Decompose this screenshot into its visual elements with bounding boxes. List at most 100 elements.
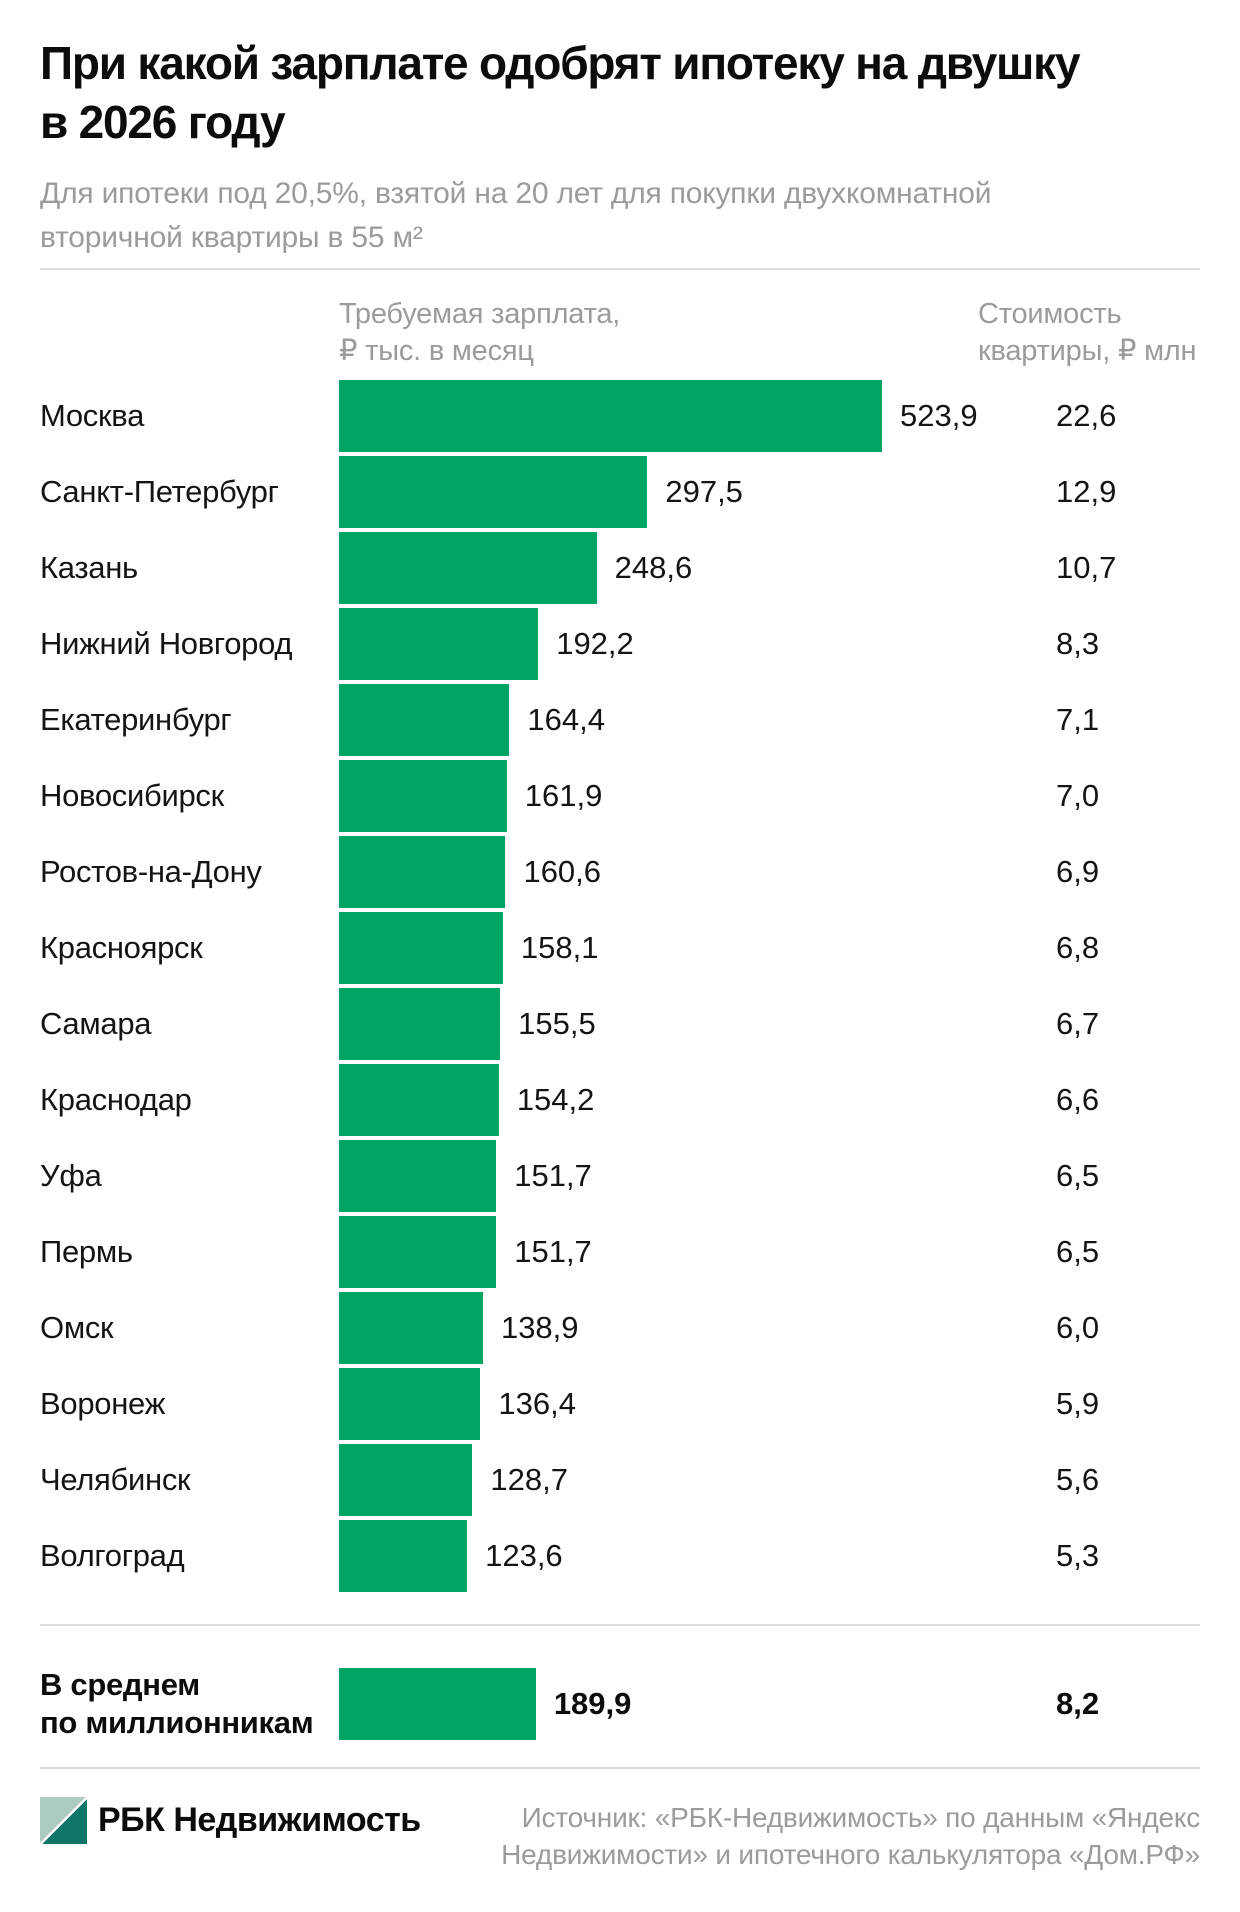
summary-price-value: 8,2 (1056, 1686, 1100, 1721)
bar-cell: 154,2 (339, 1062, 1056, 1138)
city-label: Краснодар (40, 1082, 192, 1117)
price-value: 6,5 (1056, 1158, 1100, 1193)
salary-header-line-2: ₽ тыс. в месяц (339, 335, 534, 367)
salary-bar (339, 608, 539, 680)
price-value: 6,6 (1056, 1082, 1100, 1117)
salary-bar (339, 456, 648, 528)
salary-bar (339, 1140, 497, 1212)
bar-cell: 164,4 (339, 682, 1056, 758)
city-label: Красноярск (40, 930, 203, 965)
salary-bar (339, 380, 882, 452)
divider-top (40, 268, 1200, 270)
rbc-logo-icon (40, 1797, 87, 1844)
subtitle-line-1: Для ипотеки под 20,5%, взятой на 20 лет … (40, 177, 992, 210)
city-label: Казань (40, 550, 138, 585)
salary-value: 248,6 (614, 550, 693, 585)
summary-salary-value: 189,9 (553, 1686, 632, 1721)
city-label: Уфа (40, 1158, 102, 1193)
salary-bar (339, 1368, 481, 1440)
bar-cell: 158,1 (339, 910, 1056, 986)
bar-cell: 128,7 (339, 1442, 1056, 1518)
salary-value: 138,9 (500, 1310, 579, 1345)
price-value: 22,6 (1056, 398, 1117, 433)
price-value: 6,9 (1056, 854, 1100, 889)
salary-value: 155,5 (518, 1006, 596, 1041)
table-row: Уфа 151,7 6,5 (40, 1138, 1200, 1214)
bar-cell: 138,9 (339, 1290, 1056, 1366)
table-row: Волгоград 123,6 5,3 (40, 1518, 1200, 1594)
page-title-line-1: При какой зарплате одобрят ипотеку на дв… (40, 37, 1081, 89)
salary-value: 158,1 (520, 930, 599, 965)
price-value: 10,7 (1056, 550, 1117, 585)
salary-bar (339, 836, 506, 908)
salary-value: 161,9 (524, 778, 603, 813)
city-label: Новосибирск (40, 778, 224, 813)
salary-bar (339, 684, 510, 756)
price-value: 5,9 (1056, 1386, 1100, 1421)
table-row: Омск 138,9 6,0 (40, 1290, 1200, 1366)
city-label: Пермь (40, 1234, 133, 1269)
salary-bar (339, 1216, 497, 1288)
table-row: Екатеринбург 164,4 7,1 (40, 682, 1200, 758)
salary-bar (339, 532, 597, 604)
summary-row: В среднем по миллионникам 189,9 8,2 (40, 1667, 1200, 1740)
bar-cell: 123,6 (339, 1518, 1056, 1594)
salary-bar (339, 1292, 483, 1364)
price-value: 7,0 (1056, 778, 1100, 813)
salary-value: 128,7 (490, 1462, 568, 1497)
salary-bar (339, 1444, 473, 1516)
source-line-2: Недвижимости» и ипотечного калькулятора … (501, 1839, 1200, 1870)
salary-value: 164,4 (527, 702, 605, 737)
brand: РБК Недвижимость (40, 1797, 421, 1844)
subtitle-line-2: вторичной квартиры в 55 м² (40, 221, 423, 254)
bar-cell: 161,9 (339, 758, 1056, 834)
salary-value: 151,7 (514, 1234, 592, 1269)
price-value: 12,9 (1056, 474, 1117, 509)
city-label: Воронеж (40, 1386, 166, 1421)
summary-label-line-1: В среднем (40, 1667, 200, 1702)
salary-bar (339, 912, 503, 984)
brand-name: РБК Недвижимость (98, 1801, 421, 1839)
price-header-line-1: Стоимость (978, 298, 1122, 330)
salary-header-line-1: Требуемая зарплата, (339, 298, 621, 330)
source-line-1: Источник: «РБК-Недвижимость» по данным «… (521, 1802, 1201, 1833)
price-value: 5,6 (1056, 1462, 1100, 1497)
city-label: Омск (40, 1310, 114, 1345)
table-row: Челябинск 128,7 5,6 (40, 1442, 1200, 1518)
bar-cell: 151,7 (339, 1214, 1056, 1290)
salary-value: 136,4 (498, 1386, 576, 1421)
bar-cell: 523,9 (339, 378, 1056, 454)
bar-cell: 192,2 (339, 606, 1056, 682)
city-label: Санкт-Петербург (40, 474, 279, 509)
table-row: Красноярск 158,1 6,8 (40, 910, 1200, 986)
city-label: Самара (40, 1006, 152, 1041)
table-row: Краснодар 154,2 6,6 (40, 1062, 1200, 1138)
table-row: Новосибирск 161,9 7,0 (40, 758, 1200, 834)
salary-value: 123,6 (485, 1538, 563, 1573)
salary-bar (339, 760, 507, 832)
footer: РБК Недвижимость Источник: «РБК-Недвижим… (40, 1797, 1200, 1873)
salary-value: 192,2 (556, 626, 634, 661)
table-row: Самара 155,5 6,7 (40, 986, 1200, 1062)
salary-value: 523,9 (900, 398, 978, 433)
price-value: 6,8 (1056, 930, 1100, 965)
page-title-line-2: в 2026 году (40, 96, 286, 148)
bar-chart: Москва 523,9 22,6 Санкт-Петербург 297,5 … (40, 378, 1200, 1594)
price-value: 6,7 (1056, 1006, 1100, 1041)
table-row: Казань 248,6 10,7 (40, 530, 1200, 606)
table-row: Пермь 151,7 6,5 (40, 1214, 1200, 1290)
table-row: Ростов-на-Дону 160,6 6,9 (40, 834, 1200, 910)
bar-cell: 136,4 (339, 1366, 1056, 1442)
divider-middle (40, 1624, 1200, 1626)
salary-bar (339, 988, 501, 1060)
column-headers: Требуемая зарплата, ₽ тыс. в месяц Стоим… (40, 296, 1200, 370)
city-label: Челябинск (40, 1462, 191, 1497)
price-value: 6,0 (1056, 1310, 1100, 1345)
table-row: Санкт-Петербург 297,5 12,9 (40, 454, 1200, 530)
salary-column-header: Требуемая зарплата, ₽ тыс. в месяц (339, 296, 620, 370)
price-value: 6,5 (1056, 1234, 1100, 1269)
city-label: Нижний Новгород (40, 626, 293, 661)
bar-cell: 155,5 (339, 986, 1056, 1062)
salary-bar (339, 1520, 468, 1592)
table-row: Нижний Новгород 192,2 8,3 (40, 606, 1200, 682)
